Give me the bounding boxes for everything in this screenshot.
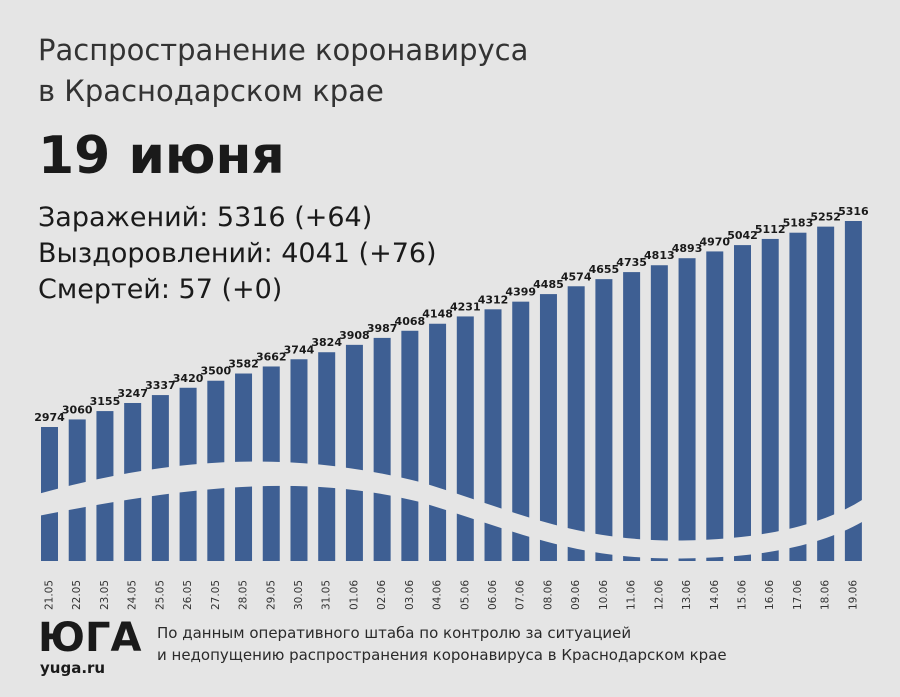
- value-label-03.06: 4068: [395, 315, 426, 328]
- x-label-31.05: 31.05: [321, 580, 333, 610]
- value-label-05.06: 4231: [450, 300, 481, 313]
- value-label-26.05: 3420: [173, 372, 204, 385]
- x-label-25.05: 25.05: [154, 580, 166, 610]
- bar-30.05: [290, 359, 308, 561]
- bar-01.06: [345, 344, 363, 561]
- infected-count: Заражений: 5316 (+64): [38, 202, 372, 233]
- value-label-22.05: 3060: [62, 403, 93, 416]
- value-label-16.06: 5112: [755, 223, 786, 236]
- bar-16.06: [761, 238, 779, 561]
- x-label-06.06: 06.06: [487, 580, 499, 610]
- x-label-07.06: 07.06: [515, 580, 527, 610]
- value-label-17.06: 5183: [783, 217, 814, 230]
- value-label-09.06: 4574: [561, 270, 592, 283]
- title-line-2: в Краснодарском крае: [38, 74, 384, 108]
- x-label-10.06: 10.06: [598, 580, 610, 610]
- bar-05.06: [456, 316, 474, 561]
- x-label-30.05: 30.05: [293, 580, 305, 610]
- x-label-08.06: 08.06: [542, 580, 554, 610]
- value-label-06.06: 4312: [478, 293, 509, 306]
- bar-02.06: [373, 337, 391, 561]
- x-label-19.06: 19.06: [847, 580, 859, 610]
- x-label-12.06: 12.06: [653, 580, 665, 610]
- value-label-31.05: 3824: [311, 336, 342, 349]
- bar-19.06: [844, 221, 862, 561]
- logo-url: yuga.ru: [40, 659, 105, 677]
- bar-11.06: [623, 272, 641, 561]
- value-label-02.06: 3987: [367, 322, 398, 335]
- title-line-1: Распространение коронавируса: [38, 33, 528, 67]
- value-label-27.05: 3500: [201, 365, 232, 378]
- value-label-25.05: 3337: [145, 379, 176, 392]
- x-label-27.05: 27.05: [210, 580, 222, 610]
- x-label-15.06: 15.06: [737, 580, 749, 610]
- bar-14.06: [706, 251, 724, 561]
- value-label-15.06: 5042: [727, 229, 758, 242]
- value-label-30.05: 3744: [284, 343, 315, 356]
- value-label-04.06: 4148: [422, 308, 453, 321]
- value-label-07.06: 4399: [505, 286, 536, 299]
- value-label-19.06: 5316: [838, 205, 869, 218]
- bar-04.06: [429, 323, 447, 561]
- x-label-16.06: 16.06: [764, 580, 776, 610]
- x-label-05.06: 05.06: [459, 580, 471, 610]
- deaths-count: Смертей: 57 (+0): [38, 274, 282, 305]
- bar-10.06: [595, 279, 613, 561]
- value-label-18.06: 5252: [810, 211, 841, 224]
- x-label-13.06: 13.06: [681, 580, 693, 610]
- x-label-02.06: 02.06: [376, 580, 388, 610]
- x-label-04.06: 04.06: [432, 580, 444, 610]
- value-label-12.06: 4813: [644, 249, 675, 262]
- recovered-count: Выздоровлений: 4041 (+76): [38, 238, 437, 269]
- value-label-10.06: 4655: [589, 263, 620, 276]
- source-line-2: и недопущению распространения коронавиру…: [157, 646, 727, 664]
- value-label-14.06: 4970: [699, 235, 730, 248]
- x-label-17.06: 17.06: [792, 580, 804, 610]
- report-date: 19 июня: [38, 126, 285, 186]
- value-label-23.05: 3155: [90, 395, 121, 408]
- value-label-01.06: 3908: [339, 329, 370, 342]
- bar-15.06: [734, 245, 751, 561]
- logo-mark: ЮГА: [38, 615, 141, 661]
- bar-13.06: [678, 258, 696, 561]
- x-label-24.05: 24.05: [127, 580, 139, 610]
- x-axis-labels: 21.05 22.05 23.05 24.05 25.05 26.05 27.05 28.05…: [44, 580, 860, 610]
- bar-07.06: [512, 301, 530, 561]
- bar-18.06: [817, 226, 835, 561]
- bar-17.06: [789, 232, 807, 561]
- bar-31.05: [318, 352, 336, 561]
- source-line-1: По данным оперативного штаба по контролю…: [157, 624, 631, 642]
- x-label-18.06: 18.06: [820, 580, 832, 610]
- x-label-23.05: 23.05: [99, 580, 111, 610]
- x-label-09.06: 09.06: [570, 580, 582, 610]
- bar-09.06: [567, 286, 585, 561]
- x-label-28.05: 28.05: [238, 580, 250, 610]
- value-label-21.05: 2974: [34, 411, 65, 424]
- value-label-13.06: 4893: [672, 242, 703, 255]
- x-label-14.06: 14.06: [709, 580, 721, 610]
- x-label-29.05: 29.05: [265, 580, 277, 610]
- bar-08.06: [539, 294, 557, 561]
- bar-06.06: [484, 309, 502, 561]
- bar-03.06: [401, 330, 419, 561]
- yuga-logo: ЮГА yuga.ru: [38, 615, 141, 677]
- x-label-01.06: 01.06: [348, 580, 360, 610]
- value-labels: 2974306031553247333734203500358236623744…: [34, 205, 869, 424]
- x-label-22.05: 22.05: [71, 580, 83, 610]
- x-label-03.06: 03.06: [404, 580, 416, 610]
- value-label-29.05: 3662: [256, 350, 287, 363]
- value-label-11.06: 4735: [616, 256, 647, 269]
- decorative-wave: [38, 461, 862, 559]
- x-label-21.05: 21.05: [44, 580, 56, 610]
- value-label-08.06: 4485: [533, 278, 564, 291]
- bar-12.06: [650, 265, 668, 561]
- x-label-26.05: 26.05: [182, 580, 194, 610]
- x-label-11.06: 11.06: [626, 580, 638, 610]
- value-label-28.05: 3582: [228, 358, 259, 371]
- value-label-24.05: 3247: [117, 387, 148, 400]
